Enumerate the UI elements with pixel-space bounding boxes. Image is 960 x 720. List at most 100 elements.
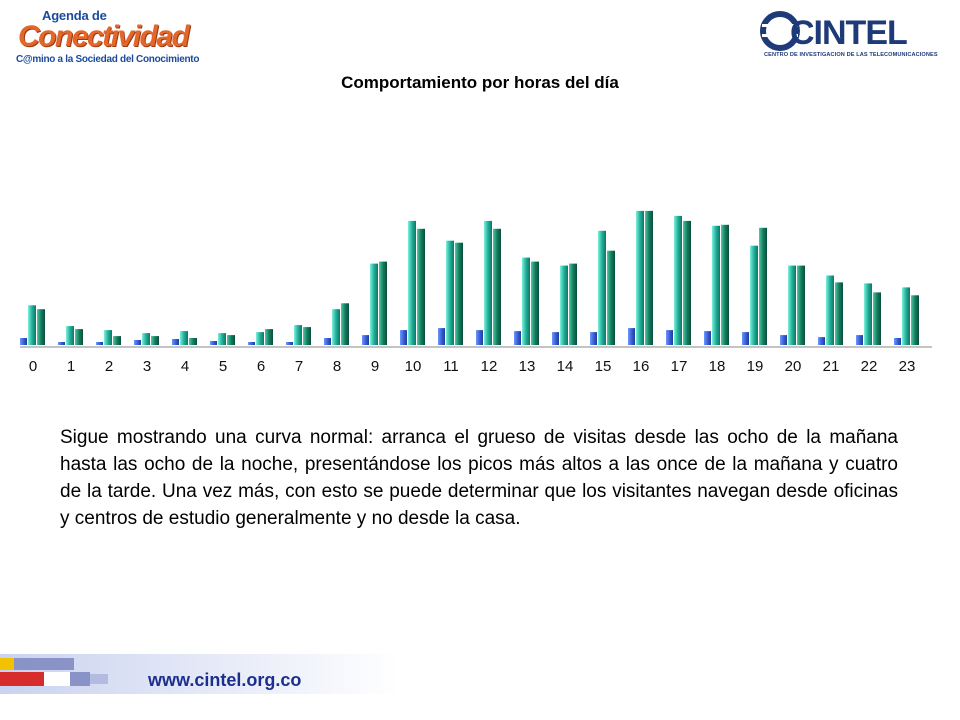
x-tick-label: 14 bbox=[557, 358, 574, 375]
hourly-visits-chart: 0 1 2 3 4 5 6 7 8 9 10 11 12 13 14 15 16 17 18 19 20 21 22 23 bbox=[20, 210, 932, 375]
x-tick-label: 9 bbox=[371, 358, 379, 375]
bar-hour-7-series-1 bbox=[294, 325, 302, 345]
bar-hour-19-series-1 bbox=[750, 245, 758, 345]
bar-hour-18-series-0 bbox=[704, 331, 711, 345]
x-tick-label: 4 bbox=[181, 358, 189, 375]
footer-url[interactable]: www.cintel.org.co bbox=[148, 670, 302, 690]
agenda-conectividad-logo: Agenda de Conectividad C@mino a la Socie… bbox=[8, 6, 199, 66]
x-tick-label: 2 bbox=[105, 358, 113, 375]
cintel-logo: CINTEL CENTRO DE INVESTIGACION DE LAS TE… bbox=[760, 10, 950, 62]
bar-hour-3-series-0 bbox=[134, 340, 141, 345]
bar-hour-1-series-2 bbox=[75, 329, 83, 345]
bar-hour-9-series-1 bbox=[370, 263, 378, 345]
page-title: Comportamiento por horas del día bbox=[341, 73, 619, 92]
x-tick-label: 17 bbox=[671, 358, 688, 375]
cintel-globe-icon bbox=[760, 11, 800, 51]
x-tick-label: 19 bbox=[747, 358, 764, 375]
x-tick-label: 23 bbox=[899, 358, 916, 375]
bar-hour-6-series-1 bbox=[256, 332, 264, 345]
bar-hour-2-series-1 bbox=[104, 330, 112, 345]
bar-hour-1-series-1 bbox=[66, 326, 74, 345]
bar-hour-22-series-2 bbox=[873, 292, 881, 345]
bar-hour-20-series-2 bbox=[797, 265, 805, 345]
logo-left-line2: Conectividad bbox=[18, 20, 190, 53]
logo-left-line3: C@mino a la Sociedad del Conocimiento bbox=[16, 54, 200, 65]
x-tick-label: 8 bbox=[333, 358, 341, 375]
bar-hour-10-series-0 bbox=[400, 330, 407, 345]
bar-hour-13-series-2 bbox=[531, 261, 539, 345]
bar-hour-3-series-2 bbox=[151, 336, 159, 345]
bar-hour-13-series-0 bbox=[514, 331, 521, 345]
x-tick-label: 6 bbox=[257, 358, 265, 375]
bar-hour-4-series-2 bbox=[189, 338, 197, 345]
bar-hour-11-series-1 bbox=[446, 240, 454, 345]
x-tick-label: 10 bbox=[405, 358, 422, 375]
bar-hour-20-series-0 bbox=[780, 335, 787, 345]
bar-hour-12-series-2 bbox=[493, 228, 501, 345]
bar-hour-10-series-2 bbox=[417, 228, 425, 345]
x-tick-label: 16 bbox=[633, 358, 650, 375]
logo-left-line1: Agenda de bbox=[42, 8, 107, 23]
bar-hour-23-series-2 bbox=[911, 295, 919, 345]
bar-hour-21-series-1 bbox=[826, 275, 834, 345]
bar-hour-16-series-1 bbox=[636, 210, 644, 345]
bar-hour-8-series-0 bbox=[324, 338, 331, 345]
bar-hour-15-series-1 bbox=[598, 230, 606, 345]
bar-hour-3-series-1 bbox=[142, 333, 150, 345]
bar-hour-19-series-2 bbox=[759, 227, 767, 345]
bar-hour-1-series-0 bbox=[58, 342, 65, 345]
bar-hour-21-series-2 bbox=[835, 282, 843, 345]
x-tick-label: 22 bbox=[861, 358, 878, 375]
bar-hour-22-series-1 bbox=[864, 283, 872, 345]
x-tick-label: 1 bbox=[67, 358, 75, 375]
bar-hour-17-series-0 bbox=[666, 330, 673, 345]
bar-hour-14-series-1 bbox=[560, 265, 568, 345]
bar-hour-4-series-1 bbox=[180, 331, 188, 345]
bar-hour-20-series-1 bbox=[788, 265, 796, 345]
x-tick-label: 18 bbox=[709, 358, 726, 375]
bar-hour-5-series-2 bbox=[227, 335, 235, 345]
bar-hour-19-series-0 bbox=[742, 332, 749, 345]
bar-hour-14-series-0 bbox=[552, 332, 559, 345]
x-tick-label: 21 bbox=[823, 358, 840, 375]
bar-hour-2-series-2 bbox=[113, 336, 121, 345]
bar-hour-15-series-2 bbox=[607, 250, 615, 345]
x-tick-label: 12 bbox=[481, 358, 498, 375]
bar-hour-0-series-2 bbox=[37, 309, 45, 345]
bar-hour-11-series-2 bbox=[455, 242, 463, 345]
bar-hour-16-series-0 bbox=[628, 328, 635, 345]
bar-hour-7-series-2 bbox=[303, 327, 311, 345]
bar-hour-14-series-2 bbox=[569, 263, 577, 345]
bar-hour-6-series-2 bbox=[265, 329, 273, 345]
bar-hour-12-series-0 bbox=[476, 330, 483, 345]
bar-hour-23-series-1 bbox=[902, 287, 910, 345]
bar-hour-8-series-2 bbox=[341, 303, 349, 345]
bar-hour-17-series-2 bbox=[683, 220, 691, 345]
bar-hour-22-series-0 bbox=[856, 335, 863, 345]
bar-hour-4-series-0 bbox=[172, 339, 179, 345]
bar-hour-7-series-0 bbox=[286, 342, 293, 345]
bar-hour-5-series-1 bbox=[218, 333, 226, 345]
x-tick-label: 11 bbox=[443, 358, 459, 375]
bar-hour-8-series-1 bbox=[332, 309, 340, 345]
bar-hour-18-series-2 bbox=[721, 224, 729, 345]
bar-hour-21-series-0 bbox=[818, 337, 825, 345]
bar-hour-17-series-1 bbox=[674, 215, 682, 345]
cintel-subtitle: CENTRO DE INVESTIGACION DE LAS TELECOMUN… bbox=[764, 52, 938, 58]
x-tick-label: 7 bbox=[295, 358, 303, 375]
bar-hour-16-series-2 bbox=[645, 210, 653, 345]
footer-decoration bbox=[0, 654, 400, 694]
x-tick-label: 0 bbox=[29, 358, 37, 375]
bar-hour-9-series-2 bbox=[379, 261, 387, 345]
bar-hour-18-series-1 bbox=[712, 225, 720, 345]
bar-hour-10-series-1 bbox=[408, 220, 416, 345]
body-paragraph: Sigue mostrando una curva normal: arranc… bbox=[60, 427, 898, 529]
bar-hour-11-series-0 bbox=[438, 328, 445, 345]
bar-hour-5-series-0 bbox=[210, 341, 217, 345]
bar-hour-23-series-0 bbox=[894, 338, 901, 345]
x-tick-label: 20 bbox=[785, 358, 802, 375]
bar-hour-13-series-1 bbox=[522, 257, 530, 345]
x-tick-label: 15 bbox=[595, 358, 612, 375]
bar-hour-0-series-0 bbox=[20, 338, 27, 345]
bar-hour-2-series-0 bbox=[96, 342, 103, 345]
